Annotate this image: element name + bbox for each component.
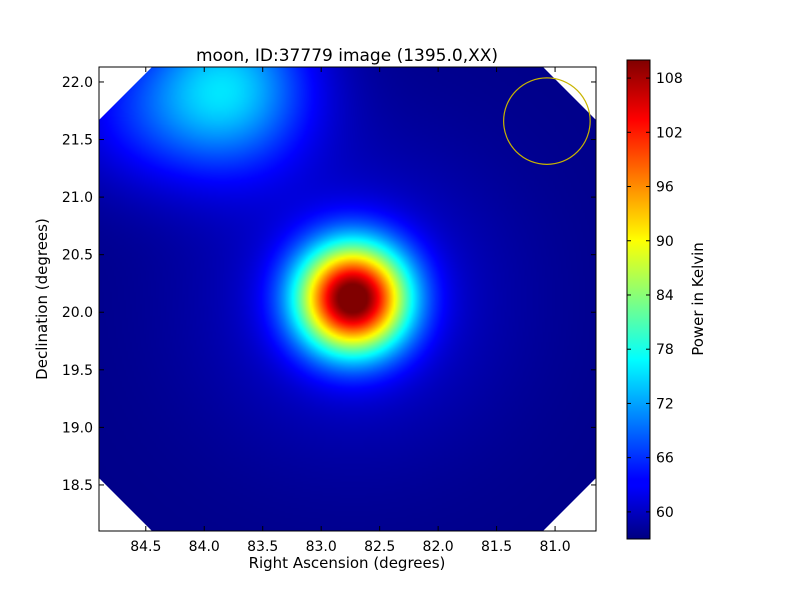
x-axis-ticks: 84.5 84.0 83.5 83.0 82.5 82.0 81.5 81.0 — [130, 67, 571, 555]
colorbar-tick-label: 84 — [656, 288, 674, 304]
colorbar-tick-label: 72 — [656, 396, 674, 412]
heatmap-image — [99, 67, 596, 531]
colorbar-tick-label: 60 — [656, 505, 674, 521]
y-tick-label: 18.5 — [62, 478, 93, 494]
x-axis-label: Right Ascension (degrees) — [249, 554, 446, 572]
colorbar-tick-label: 78 — [656, 342, 674, 358]
x-tick-label: 84.0 — [189, 539, 220, 555]
colorbar — [626, 59, 651, 540]
x-tick-label: 81.0 — [539, 539, 570, 555]
colorbar-tick-label: 96 — [656, 180, 674, 196]
heatmap-area — [99, 67, 596, 531]
colorbar-tick-label: 102 — [656, 125, 683, 141]
x-tick-label: 81.5 — [481, 539, 512, 555]
plot-frame — [98, 66, 597, 532]
corner-mask-top-left — [99, 67, 152, 120]
x-tick-label: 82.0 — [423, 539, 454, 555]
colorbar-tick-label: 90 — [656, 234, 674, 250]
y-axis-ticks: 18.5 19.0 19.5 20.0 20.5 21.0 21.5 22.0 — [62, 75, 596, 494]
colorbar-ticks: 60 66 72 78 84 90 96 102 108 — [627, 71, 683, 521]
colorbar-tick-label: 66 — [656, 451, 674, 467]
y-axis-label: Declination (degrees) — [33, 218, 51, 380]
colorbar-label: Power in Kelvin — [689, 242, 707, 356]
chart-title: moon, ID:37779 image (1395.0,XX) — [196, 46, 498, 66]
colorbar-tick-label: 108 — [656, 71, 683, 87]
x-tick-label: 83.0 — [306, 539, 337, 555]
y-tick-label: 20.5 — [62, 248, 93, 264]
corner-mask-top-right — [543, 67, 596, 120]
y-tick-label: 20.0 — [62, 305, 93, 321]
y-tick-label: 22.0 — [62, 75, 93, 91]
beam-circle — [503, 77, 591, 165]
y-tick-label: 21.0 — [62, 190, 93, 206]
corner-mask-bottom-right — [543, 478, 596, 531]
corner-mask-bottom-left — [99, 478, 152, 531]
y-tick-label: 21.5 — [62, 133, 93, 149]
y-tick-label: 19.0 — [62, 420, 93, 436]
y-tick-label: 19.5 — [62, 363, 93, 379]
x-tick-label: 84.5 — [130, 539, 161, 555]
x-tick-label: 82.5 — [364, 539, 395, 555]
x-tick-label: 83.5 — [247, 539, 278, 555]
